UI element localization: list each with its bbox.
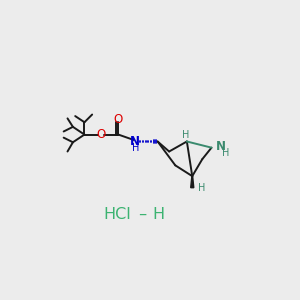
- Text: HCl: HCl: [103, 207, 131, 222]
- Text: O: O: [97, 128, 106, 141]
- Text: N: N: [216, 140, 226, 153]
- Text: –: –: [134, 207, 152, 222]
- Text: H: H: [132, 143, 139, 153]
- Text: O: O: [114, 113, 123, 126]
- Polygon shape: [191, 176, 194, 188]
- Text: H: H: [222, 148, 230, 158]
- Text: H: H: [152, 207, 164, 222]
- Text: N: N: [130, 135, 140, 148]
- Text: H: H: [198, 183, 205, 193]
- Text: H: H: [182, 130, 190, 140]
